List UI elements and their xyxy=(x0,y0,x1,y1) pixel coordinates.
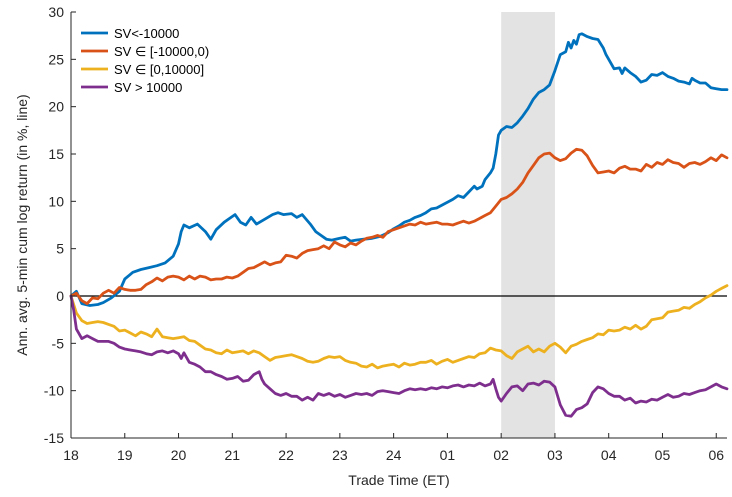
x-tick-label: 21 xyxy=(225,447,241,463)
x-tick-label: 22 xyxy=(278,447,294,463)
x-tick-label: 04 xyxy=(601,447,617,463)
x-tick-label: 01 xyxy=(440,447,456,463)
x-tick-label: 24 xyxy=(386,447,402,463)
x-tick-label: 20 xyxy=(171,447,187,463)
y-tick-label: 15 xyxy=(48,146,64,162)
y-axis-title: Ann. avg. 5-min cum log return (in %, li… xyxy=(14,94,30,355)
x-tick-label: 19 xyxy=(117,447,133,463)
legend-label: SV ∈ [0,10000] xyxy=(114,62,204,77)
y-tick-label: 25 xyxy=(48,51,64,67)
y-tick-label: 5 xyxy=(56,241,64,257)
y-tick-label: -15 xyxy=(44,430,64,446)
x-tick-label: 03 xyxy=(547,447,563,463)
series-line-3 xyxy=(69,284,729,370)
series-line-2 xyxy=(69,147,729,305)
legend-label: SV > 10000 xyxy=(114,80,182,95)
series-line-1 xyxy=(69,32,729,307)
x-axis-title: Trade Time (ET) xyxy=(348,472,449,488)
x-tick-label: 23 xyxy=(332,447,348,463)
x-tick-label: 05 xyxy=(655,447,671,463)
x-tick-label: 02 xyxy=(493,447,509,463)
legend-label: SV ∈ [-10000,0) xyxy=(114,44,209,59)
y-tick-label: 0 xyxy=(56,288,64,304)
y-tick-label: 10 xyxy=(48,193,64,209)
y-tick-label: 30 xyxy=(48,4,64,20)
shaded-region xyxy=(501,12,555,438)
x-tick-label: 06 xyxy=(708,447,724,463)
series-line-4 xyxy=(69,294,729,418)
x-tick-label: 18 xyxy=(63,447,79,463)
legend-label: SV<-10000 xyxy=(114,26,179,41)
y-tick-label: 20 xyxy=(48,99,64,115)
y-tick-label: -5 xyxy=(52,335,65,351)
y-tick-label: -10 xyxy=(44,383,64,399)
